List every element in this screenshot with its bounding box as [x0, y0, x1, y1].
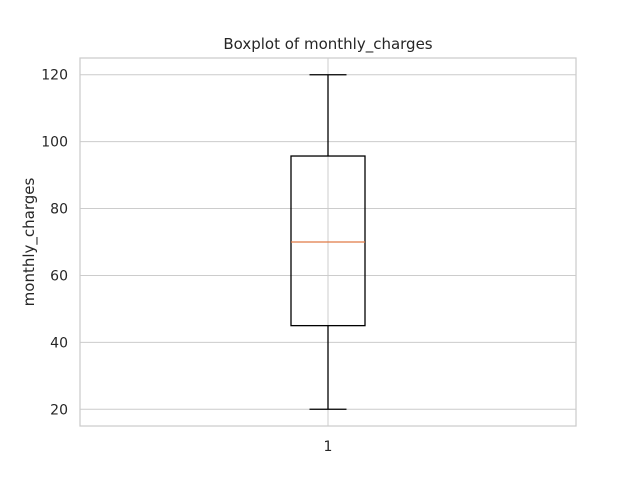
y-tick-label: 60 [50, 268, 68, 284]
y-tick-label: 40 [50, 335, 68, 351]
plot-frame [79, 57, 577, 427]
y-tick-label: 120 [41, 68, 68, 84]
y-tick-label: 20 [50, 402, 68, 418]
y-tick-label: 80 [50, 202, 68, 218]
y-axis-title: monthly_charges [20, 178, 39, 307]
box-body [290, 155, 366, 327]
box-layer [290, 74, 366, 410]
tick-layer: 20 40 60 80 100 120 1 [41, 68, 332, 455]
y-tick-label: 100 [41, 135, 68, 151]
x-tick-label: 1 [324, 439, 333, 455]
chart-title: Boxplot of monthly_charges [223, 35, 432, 54]
